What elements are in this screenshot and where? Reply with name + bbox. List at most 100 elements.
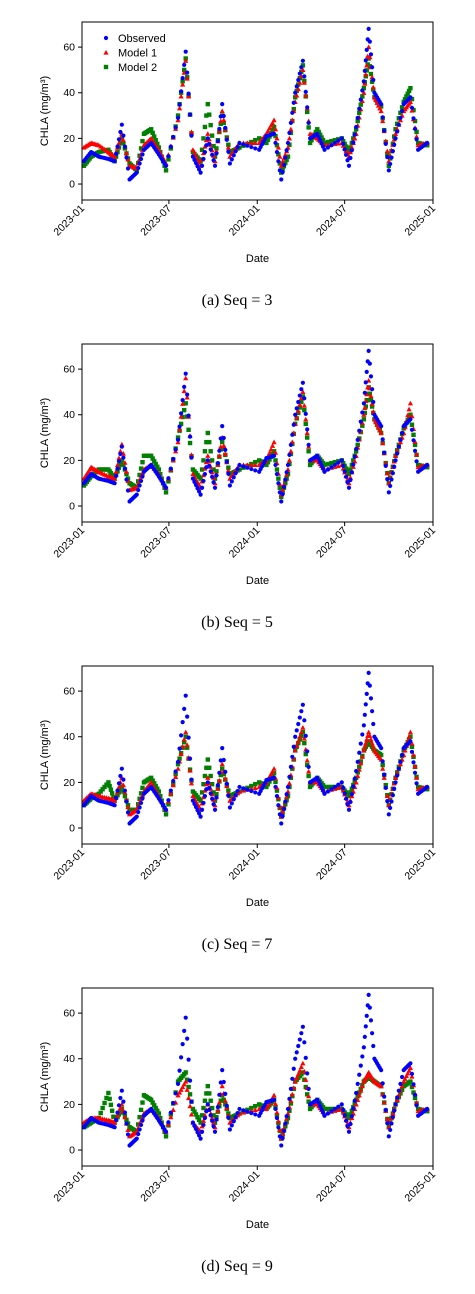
data-point xyxy=(231,153,236,158)
data-point xyxy=(166,802,171,807)
data-point xyxy=(122,466,128,471)
data-point xyxy=(214,469,219,474)
data-point xyxy=(286,457,293,463)
data-point xyxy=(104,1095,109,1101)
data-point xyxy=(184,394,190,400)
data-point xyxy=(219,761,225,767)
x-tick-label: 2024-07 xyxy=(314,525,350,561)
x-tick-label: 2023-01 xyxy=(51,847,87,883)
data-point xyxy=(180,398,185,403)
data-point xyxy=(233,145,239,151)
data-point xyxy=(226,149,231,154)
data-point xyxy=(192,801,197,806)
data-point xyxy=(207,112,212,117)
chart-panel: 0 20 40 60 2023-01 2023-07 2024-01 2024-07 2025-… xyxy=(39,21,438,309)
data-point xyxy=(361,85,367,91)
data-point xyxy=(274,793,280,799)
data-point xyxy=(220,439,225,445)
data-point xyxy=(382,450,387,455)
data-point xyxy=(297,1037,302,1042)
data-point xyxy=(293,412,298,417)
data-point xyxy=(166,157,171,162)
data-point xyxy=(106,1090,111,1096)
data-point xyxy=(175,759,181,764)
data-point xyxy=(116,455,122,461)
data-point xyxy=(280,492,285,497)
data-point xyxy=(345,147,350,152)
data-point xyxy=(224,137,229,142)
data-point xyxy=(296,721,301,727)
data-point xyxy=(412,1092,418,1097)
data-point xyxy=(349,1108,355,1113)
data-point xyxy=(329,787,334,792)
data-point xyxy=(411,107,416,113)
data-point xyxy=(155,1108,160,1113)
data-point xyxy=(396,766,401,771)
data-point xyxy=(381,775,387,780)
data-point xyxy=(122,1110,128,1115)
data-point xyxy=(118,773,123,779)
y-tick-label: 20 xyxy=(63,777,75,789)
data-point xyxy=(336,460,341,465)
data-point xyxy=(199,1129,205,1134)
data-point xyxy=(306,1093,312,1099)
data-point xyxy=(212,163,218,168)
data-point xyxy=(252,1107,258,1112)
data-point xyxy=(315,1097,320,1102)
data-point xyxy=(233,471,238,476)
data-point xyxy=(297,734,303,739)
data-point xyxy=(212,485,218,490)
data-point xyxy=(402,747,408,753)
data-point xyxy=(411,432,416,438)
data-point xyxy=(303,751,308,757)
data-point xyxy=(399,1074,405,1080)
data-point xyxy=(253,468,258,473)
data-point xyxy=(413,451,420,457)
data-point xyxy=(152,1103,157,1108)
data-point xyxy=(385,798,390,804)
data-point xyxy=(325,139,331,145)
data-point xyxy=(189,133,194,138)
data-point xyxy=(134,492,139,497)
data-point xyxy=(288,1098,294,1103)
data-point xyxy=(346,793,352,799)
data-point xyxy=(352,776,357,781)
data-point xyxy=(249,788,254,794)
data-point xyxy=(181,67,187,73)
data-point xyxy=(140,152,145,157)
data-point xyxy=(201,478,206,484)
data-point xyxy=(119,766,124,771)
data-point xyxy=(360,88,365,93)
data-point xyxy=(198,1136,203,1141)
data-point xyxy=(140,1100,145,1105)
data-point xyxy=(125,1132,131,1137)
data-point xyxy=(368,52,374,57)
data-point xyxy=(298,729,304,735)
data-point xyxy=(185,70,190,75)
data-point xyxy=(116,137,122,142)
data-point xyxy=(137,805,142,810)
data-point xyxy=(205,101,211,107)
data-point xyxy=(287,1096,292,1102)
data-point xyxy=(209,782,215,787)
data-point xyxy=(186,91,191,96)
data-point xyxy=(348,1121,353,1127)
data-point xyxy=(364,691,369,696)
data-point xyxy=(210,474,215,479)
data-point xyxy=(163,168,169,173)
data-point xyxy=(113,795,119,801)
data-point xyxy=(358,97,363,102)
data-point xyxy=(399,1087,405,1092)
data-point xyxy=(277,154,283,159)
data-point xyxy=(361,1045,366,1050)
data-point xyxy=(212,1129,218,1134)
data-point xyxy=(361,417,367,422)
data-point xyxy=(304,435,310,440)
data-point xyxy=(380,762,385,768)
x-axis-label: Date xyxy=(246,253,269,265)
data-point xyxy=(195,1130,200,1135)
data-point xyxy=(407,729,414,735)
data-point xyxy=(245,143,250,148)
data-point xyxy=(264,140,269,146)
data-point xyxy=(173,771,178,777)
